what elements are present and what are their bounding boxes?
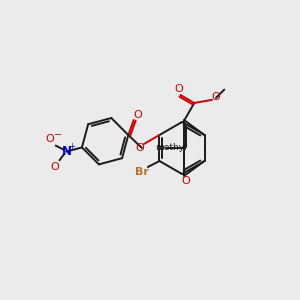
Text: N: N <box>61 145 71 158</box>
Text: −: − <box>54 130 62 140</box>
Text: Br: Br <box>135 167 149 177</box>
Text: O: O <box>50 162 59 172</box>
Text: +: + <box>68 142 75 151</box>
Text: O: O <box>45 134 54 144</box>
Text: methyl: methyl <box>155 142 187 152</box>
Text: O: O <box>181 176 190 186</box>
Text: O: O <box>134 110 142 120</box>
Text: O: O <box>136 143 144 153</box>
Text: O: O <box>212 92 220 102</box>
Text: O: O <box>174 84 183 94</box>
